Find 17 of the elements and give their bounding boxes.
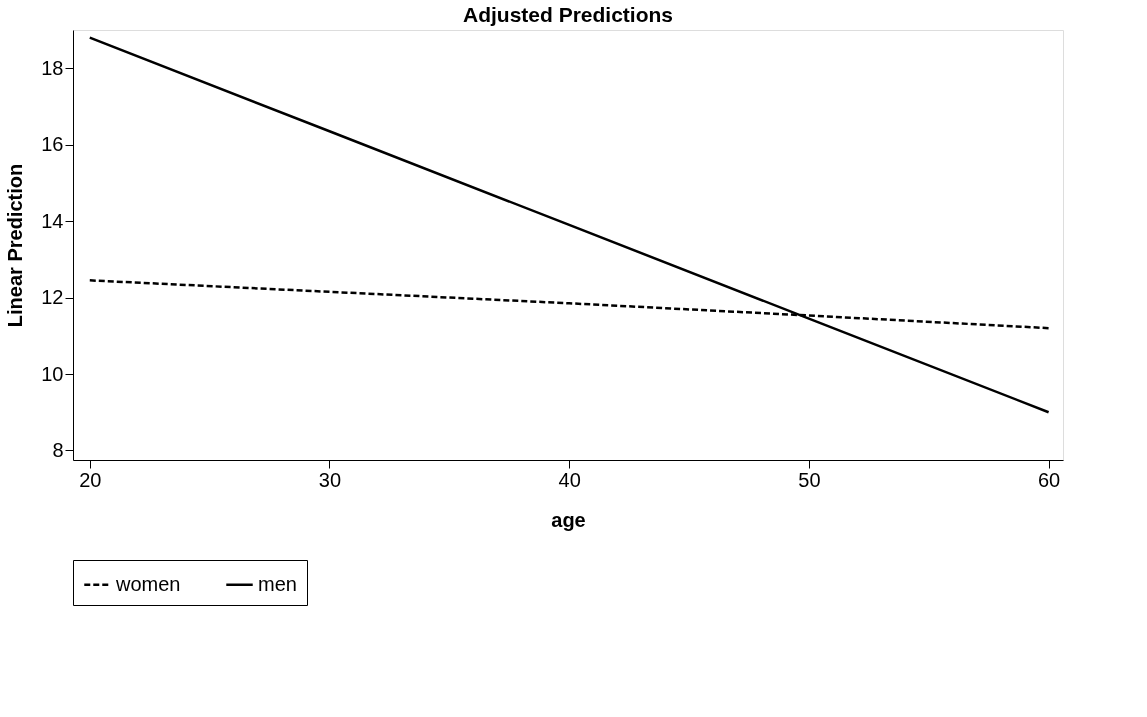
x-tick-label: 30 xyxy=(318,468,342,491)
x-tick-label: 50 xyxy=(798,468,821,491)
legend-label: men xyxy=(258,572,297,595)
legend-label: women xyxy=(115,572,181,595)
x-axis-title: age xyxy=(551,508,586,531)
y-tick-label: 18 xyxy=(41,56,64,79)
chart-title: Adjusted Predictions xyxy=(462,3,674,26)
x-tick-label: 40 xyxy=(558,468,581,491)
y-tick-label: 14 xyxy=(41,209,64,232)
y-tick-label: 8 xyxy=(52,438,64,461)
y-tick-label: 10 xyxy=(41,362,64,385)
y-tick-label: 16 xyxy=(41,133,64,156)
x-tick-label: 60 xyxy=(1037,468,1061,491)
x-tick-label: 20 xyxy=(79,468,102,491)
y-axis-title: Linear Prediction xyxy=(4,163,27,328)
line-series xyxy=(88,36,1050,414)
y-tick-label: 12 xyxy=(41,286,64,309)
